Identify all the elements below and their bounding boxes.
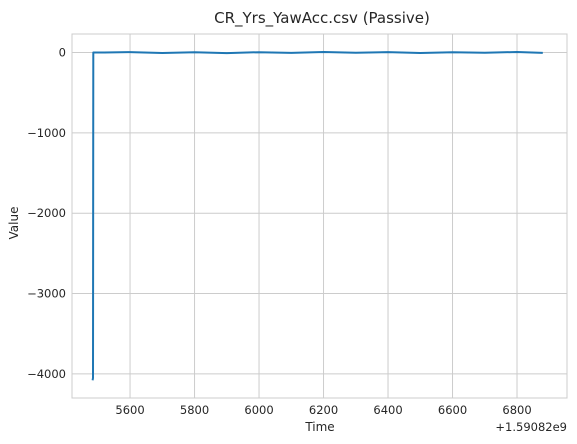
x-tick-label: 5600 — [115, 403, 144, 417]
y-tick-label: −2000 — [27, 206, 66, 220]
y-tick-label: 0 — [59, 45, 66, 59]
x-tick-label: 6200 — [309, 403, 338, 417]
plot-area — [91, 51, 543, 381]
y-axis-ticks: 0 −1000 −2000 −3000 −4000 — [27, 45, 66, 380]
y-tick-label: −3000 — [27, 287, 66, 301]
x-axis-offset-label: +1.59082e9 — [495, 420, 567, 434]
y-axis-label: Value — [7, 207, 21, 240]
x-axis-label: Time — [304, 420, 334, 434]
y-tick-label: −4000 — [27, 367, 66, 381]
x-tick-label: 6000 — [244, 403, 273, 417]
x-tick-label: 6600 — [438, 403, 467, 417]
x-tick-label: 6400 — [373, 403, 402, 417]
gridlines — [71, 33, 568, 399]
x-axis-ticks: 5600 5800 6000 6200 6400 6600 6800 — [115, 403, 531, 417]
y-tick-label: −1000 — [27, 126, 66, 140]
plot-frame — [71, 33, 568, 399]
x-tick-label: 5800 — [180, 403, 209, 417]
chart-title: CR_Yrs_YawAcc.csv (Passive) — [214, 9, 430, 28]
x-tick-label: 6800 — [502, 403, 531, 417]
series-line — [91, 51, 543, 381]
